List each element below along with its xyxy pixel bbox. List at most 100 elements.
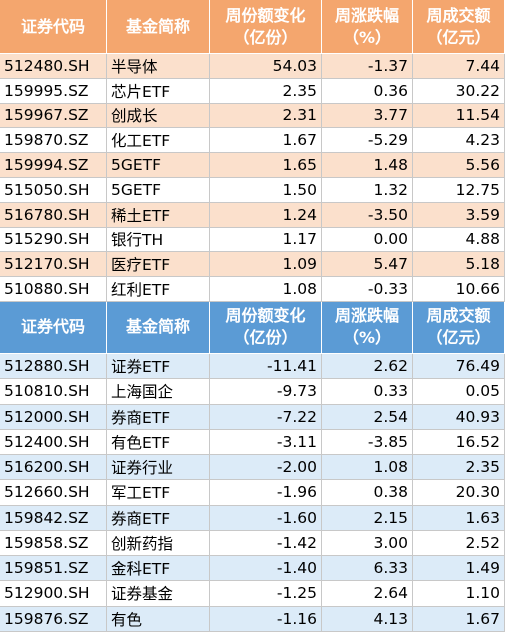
table-cell: 12.75 bbox=[413, 177, 505, 203]
table-cell: -0.33 bbox=[322, 277, 413, 302]
table-cell: 1.08 bbox=[210, 277, 322, 302]
table-top: 证券代码 基金简称 周份额变化 （亿份） 周涨跌幅 （%） 周成交额 （亿元） 512480.S… bbox=[0, 0, 505, 302]
header-text: 周成交额 bbox=[426, 5, 491, 25]
header-text: 周份额变化 bbox=[225, 5, 306, 25]
table-cell: 2.35 bbox=[210, 78, 322, 104]
table-cell: -3.85 bbox=[322, 429, 413, 456]
table-cell: 11.54 bbox=[413, 103, 505, 129]
table-cell: 红利ETF bbox=[107, 277, 210, 302]
table-cell: 1.67 bbox=[413, 606, 505, 632]
table-cell: 76.49 bbox=[413, 353, 505, 380]
table-cell: 5.47 bbox=[322, 252, 413, 278]
table-cell: 512880.SH bbox=[0, 353, 107, 380]
table-cell: 1.09 bbox=[210, 252, 322, 278]
table-cell: 1.49 bbox=[413, 556, 505, 582]
header-text: 周涨跌幅 bbox=[334, 306, 399, 326]
table-cell: 159995.SZ bbox=[0, 78, 107, 104]
table-cell: 4.13 bbox=[322, 606, 413, 632]
table-cell: 40.93 bbox=[413, 404, 505, 430]
header-text: 周份额变化 bbox=[225, 306, 306, 326]
table-cell: -5.29 bbox=[322, 128, 413, 154]
table-cell: 券商ETF bbox=[107, 404, 210, 430]
table-cell: 2.31 bbox=[210, 103, 322, 129]
table-cell: 医疗ETF bbox=[107, 252, 210, 278]
table-cell: 1.32 bbox=[322, 177, 413, 203]
header-cell: 周份额变化 （亿份） bbox=[210, 301, 322, 354]
table-cell: -1.96 bbox=[210, 480, 322, 506]
table-cell: -1.16 bbox=[210, 606, 322, 632]
table-cell: 159876.SZ bbox=[0, 606, 107, 632]
table-cell: 516780.SH bbox=[0, 202, 107, 228]
table-cell: 510880.SH bbox=[0, 277, 107, 302]
table-cell: 1.50 bbox=[210, 177, 322, 203]
table-cell: -1.60 bbox=[210, 505, 322, 531]
table-cell: 0.33 bbox=[322, 379, 413, 405]
table-cell: -1.40 bbox=[210, 556, 322, 582]
table-cell: 4.23 bbox=[413, 128, 505, 154]
table-cell: 159842.SZ bbox=[0, 505, 107, 531]
table-cell: 0.00 bbox=[322, 227, 413, 253]
table-cell: 5.18 bbox=[413, 252, 505, 278]
table-cell: 20.30 bbox=[413, 480, 505, 506]
header-text: 周涨跌幅 bbox=[334, 5, 399, 25]
table-cell: 创新药指 bbox=[107, 530, 210, 557]
table-cell: 2.64 bbox=[322, 581, 413, 607]
table-cell: -9.73 bbox=[210, 379, 322, 405]
table-cell: 10.66 bbox=[413, 277, 505, 302]
table-cell: 2.15 bbox=[322, 505, 413, 531]
table-cell: 2.54 bbox=[322, 404, 413, 430]
table-cell: 有色ETF bbox=[107, 429, 210, 456]
header-text: 周成交额 bbox=[426, 306, 491, 326]
table-cell: 证券基金 bbox=[107, 581, 210, 607]
table-cell: 0.05 bbox=[413, 379, 505, 405]
table-cell: 515050.SH bbox=[0, 177, 107, 203]
table-cell: 512900.SH bbox=[0, 581, 107, 607]
header-cell: 证券代码 bbox=[0, 301, 107, 354]
header-cell: 周涨跌幅 （%） bbox=[322, 301, 413, 354]
header-text: 证券代码 bbox=[20, 317, 85, 337]
header-text: 证券代码 bbox=[20, 16, 85, 36]
table-cell: 2.35 bbox=[413, 455, 505, 481]
table-cell: 1.67 bbox=[210, 128, 322, 154]
table-cell: 稀土ETF bbox=[107, 202, 210, 228]
table-bottom: 证券代码 基金简称 周份额变化 （亿份） 周涨跌幅 （%） 周成交额 （亿元） 512880.S… bbox=[0, 301, 505, 632]
table-cell: 515290.SH bbox=[0, 227, 107, 253]
table-cell: 159994.SZ bbox=[0, 153, 107, 178]
table-cell: 0.36 bbox=[322, 78, 413, 104]
table-cell: 7.44 bbox=[413, 54, 505, 79]
header-cell: 周涨跌幅 （%） bbox=[322, 0, 413, 54]
table-cell: -7.22 bbox=[210, 404, 322, 430]
table-cell: 化工ETF bbox=[107, 128, 210, 154]
table-cell: 3.00 bbox=[322, 530, 413, 557]
header-text: 基金简称 bbox=[125, 317, 190, 337]
table-cell: -1.25 bbox=[210, 581, 322, 607]
header-text: 基金简称 bbox=[125, 16, 190, 36]
table-cell: 金科ETF bbox=[107, 556, 210, 582]
table-cell: 券商ETF bbox=[107, 505, 210, 531]
table-cell: 半导体 bbox=[107, 54, 210, 79]
header-text: （亿元） bbox=[426, 27, 491, 47]
header-text: （亿份） bbox=[233, 328, 298, 348]
table-cell: 512400.SH bbox=[0, 429, 107, 456]
header-cell: 证券代码 bbox=[0, 0, 107, 54]
table-cell: -11.41 bbox=[210, 353, 322, 380]
table-cell: 1.08 bbox=[322, 455, 413, 481]
table-cell: 有色 bbox=[107, 606, 210, 632]
header-cell: 周成交额 （亿元） bbox=[413, 0, 505, 54]
table-cell: 4.88 bbox=[413, 227, 505, 253]
header-cell: 基金简称 bbox=[107, 301, 210, 354]
table-cell: 证券ETF bbox=[107, 353, 210, 380]
table-cell: 512000.SH bbox=[0, 404, 107, 430]
table-cell: 54.03 bbox=[210, 54, 322, 79]
table-cell: 创成长 bbox=[107, 103, 210, 129]
table-cell: 1.17 bbox=[210, 227, 322, 253]
table-cell: 1.48 bbox=[322, 153, 413, 178]
table-cell: 3.59 bbox=[413, 202, 505, 228]
table-cell: -3.50 bbox=[322, 202, 413, 228]
table-cell: 1.63 bbox=[413, 505, 505, 531]
table-cell: 0.38 bbox=[322, 480, 413, 506]
table-cell: 30.22 bbox=[413, 78, 505, 104]
header-text: （亿份） bbox=[233, 27, 298, 47]
table-cell: 1.10 bbox=[413, 581, 505, 607]
